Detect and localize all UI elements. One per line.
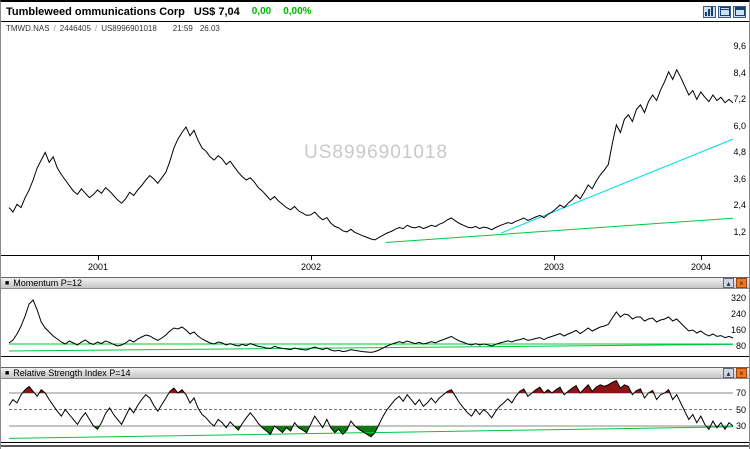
- momentum-panel-buttons: ▴ ×: [723, 278, 747, 288]
- quote-date: 26.03: [199, 23, 220, 33]
- year-label: 2003: [543, 262, 565, 272]
- separator: /: [53, 23, 56, 33]
- y-axis-label: 1,2: [733, 227, 746, 237]
- maximize-icon[interactable]: [733, 5, 746, 18]
- new-window-icon[interactable]: [718, 5, 731, 18]
- rsi-chart[interactable]: 70 50 30: [1, 379, 749, 443]
- momentum-expand-icon[interactable]: ▴: [723, 278, 734, 288]
- rsi-panel-buttons: ▴ ×: [723, 368, 747, 378]
- y-axis-label: 80: [735, 341, 746, 351]
- momentum-panel-header: ■ Momentum P=12 ▴ ×: [1, 277, 749, 289]
- year-label: 2004: [690, 262, 712, 272]
- y-axis-label: 50: [735, 405, 746, 415]
- year-tick: [701, 256, 702, 260]
- info-bar: TMWD.NAS / 2446405 / US8996901018 21:59 …: [1, 22, 749, 34]
- y-axis-label: 30: [735, 421, 746, 431]
- year-tick: [311, 256, 312, 260]
- y-axis-label: 320: [730, 293, 746, 303]
- year-label: 2001: [87, 262, 109, 272]
- titlebar-buttons: [703, 5, 746, 18]
- year-tick: [554, 256, 555, 260]
- year-label: 2002: [300, 262, 322, 272]
- security-number: 2446405: [59, 23, 91, 33]
- instrument-name: Tumbleweed ommunications Corp: [6, 5, 185, 18]
- momentum-panel-title: Momentum P=12: [13, 277, 83, 288]
- rsi-chart-canvas: [8, 379, 734, 439]
- y-axis-label: 4,8: [733, 147, 746, 157]
- y-axis-label: 3,6: [733, 174, 746, 184]
- panel-bullet-icon: ■: [5, 279, 10, 287]
- momentum-chart-canvas: [8, 299, 734, 353]
- bottom-edge: [1, 443, 749, 447]
- quote-time: 21:59: [172, 23, 193, 33]
- y-axis-label: 7,2: [733, 94, 746, 104]
- y-axis-label: 6,0: [733, 121, 746, 131]
- price-chart-canvas: [8, 68, 734, 243]
- momentum-panel-margin: [1, 357, 749, 367]
- momentum-close-icon[interactable]: ×: [736, 278, 747, 288]
- y-axis-label: 2,4: [733, 200, 746, 210]
- momentum-chart[interactable]: 320 240 160 80: [1, 289, 749, 357]
- rsi-expand-icon[interactable]: ▴: [723, 368, 734, 378]
- time-axis: 2001 2002 2003 2004: [1, 256, 749, 277]
- y-axis-label: 8,4: [733, 68, 746, 78]
- y-axis-label: 240: [730, 309, 746, 319]
- last-price: US$ 7,04: [193, 5, 240, 18]
- price-change-percent: 0,00%: [283, 6, 312, 17]
- price-chart[interactable]: US8996901018 9,6 8,4 7,2 6,0 4,8 3,6 2,4 1,2: [1, 34, 749, 256]
- chart-style-icon[interactable]: [703, 5, 716, 18]
- titlebar: Tumbleweed ommunications Corp US$ 7,04 0…: [1, 2, 749, 22]
- rsi-panel-title: Relative Strength Index P=14: [13, 367, 131, 378]
- panel-bullet-icon: ■: [5, 369, 10, 377]
- isin-watermark: US8996901018: [304, 142, 449, 163]
- isin: US8996901018: [101, 23, 157, 33]
- rsi-panel-header: ■ Relative Strength Index P=14 ▴ ×: [1, 367, 749, 379]
- separator: /: [94, 23, 98, 33]
- y-axis-label: 70: [735, 388, 746, 398]
- rsi-close-icon[interactable]: ×: [736, 368, 747, 378]
- price-change: 0,00: [251, 6, 272, 17]
- year-tick: [98, 256, 99, 260]
- y-axis-label: 9,6: [733, 41, 746, 51]
- y-axis-label: 160: [730, 325, 746, 335]
- symbol: TMWD.NAS: [6, 23, 50, 33]
